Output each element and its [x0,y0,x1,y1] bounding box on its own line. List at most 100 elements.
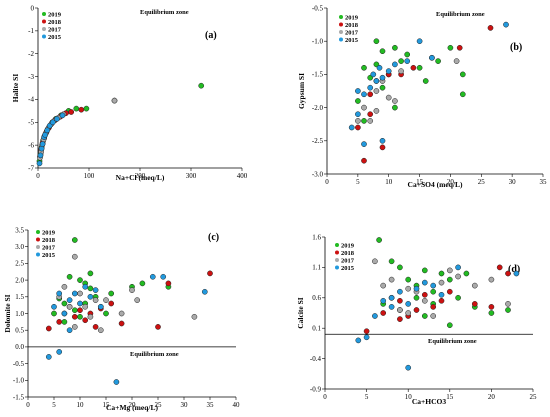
point-2015 [160,273,167,280]
panel-c: 3.5 3.0 2.5 2.0 1.5 1.0 0.5 0.0 -0.5 -1.0 -1.50 5 10… [3,226,240,412]
x-tick-label: 25 [155,401,163,409]
point-2015 [363,334,370,341]
point-2019 [139,280,146,287]
point-2019 [108,290,115,297]
point-2015 [149,273,156,280]
point-2018 [496,264,503,271]
x-tick-label: 10 [405,393,413,401]
x-tick-label: 5 [356,178,360,186]
point-2015 [379,74,386,81]
y-tick-label: -0.4 [310,355,322,363]
point-2015 [388,304,395,310]
point-2019 [388,258,395,265]
point-2017 [455,273,461,280]
point-2019 [397,264,403,271]
point-2018 [56,319,63,325]
point-2015 [37,152,44,159]
point-2019 [430,288,437,295]
point-2018 [446,288,453,295]
legend-marker-2015 [339,37,343,42]
point-2019 [398,58,404,64]
y-tick-label: 2.0 [15,276,24,284]
legend-label-2017: 2017 [345,29,359,36]
point-2015 [405,364,412,371]
point-2015 [361,141,367,147]
y-tick-label: -2.0 [312,104,324,112]
point-2019 [421,313,428,319]
panel-label: (c) [208,232,219,243]
point-2015 [513,270,520,277]
point-2017 [97,327,104,334]
point-2015 [44,127,51,134]
point-2015 [66,297,73,303]
legend-label-2015: 2015 [48,34,62,41]
legend-marker-2018 [339,22,343,27]
point-2015 [455,264,461,271]
x-tick-label: 5 [52,401,56,409]
point-2015 [361,91,367,98]
point-2017 [71,324,78,330]
point-2018 [379,144,386,151]
y-tick-label: -1 [28,27,34,35]
y-tick-label: -2 [28,50,34,58]
legend-marker-2017 [42,27,46,31]
legend-marker-2019 [339,15,343,19]
y-tick-label: -1.5 [13,393,25,401]
point-2019 [66,273,73,280]
x-tick-label: 35 [540,178,548,186]
point-2018 [45,325,52,332]
point-2019 [103,310,109,317]
x-tick-label: 0 [26,401,30,409]
legend-label-2019: 2019 [48,11,62,18]
point-2017 [87,313,94,320]
point-2019 [446,322,453,329]
y-tick-label: -1.0 [312,38,324,46]
point-2018 [367,91,374,98]
point-2017 [453,58,460,64]
legend-label-2019: 2019 [42,229,56,236]
point-2017 [118,310,125,317]
point-2015 [503,21,509,28]
point-2019 [379,48,386,55]
point-2017 [380,282,387,289]
x-tick-label: 35 [207,401,215,409]
point-2017 [134,297,141,303]
panel-label: (b) [510,42,522,53]
point-2015 [385,68,392,74]
point-2017 [398,68,404,74]
point-2019 [77,277,83,283]
point-2017 [367,118,374,124]
point-2015 [39,141,46,147]
point-2019 [459,91,466,98]
point-2019 [373,38,380,45]
point-2015 [355,337,362,344]
legend-marker-2018 [42,19,46,24]
y-tick-label: -6 [28,141,34,149]
point-2015 [56,349,63,355]
point-2018 [165,280,172,287]
point-2015 [379,137,386,144]
point-2017 [71,253,78,260]
legend-marker-2017 [36,245,40,249]
point-2017 [77,290,83,297]
point-2019 [459,71,466,78]
legend-marker-2017 [339,30,343,34]
point-2018 [456,44,463,51]
panel-b: -0.5 -1.0 -1.5 -2.0 -2.5 -3.00 5 10 15 20 25 30 35 Ca… [297,4,547,189]
point-2015 [92,287,99,293]
y-tick-label: 3.0 [15,243,24,251]
point-2018 [367,111,374,118]
point-2015 [370,71,377,78]
y-tick-label: -7 [28,164,34,172]
point-2019 [446,276,453,283]
point-2019 [455,294,461,301]
point-2015 [59,112,66,119]
point-2015 [51,303,57,310]
point-2019 [435,58,441,64]
point-2018 [438,297,445,304]
point-2015 [405,301,412,307]
point-2018 [71,313,78,320]
point-2017 [66,303,73,310]
point-2019 [421,267,428,274]
point-2015 [413,285,420,292]
